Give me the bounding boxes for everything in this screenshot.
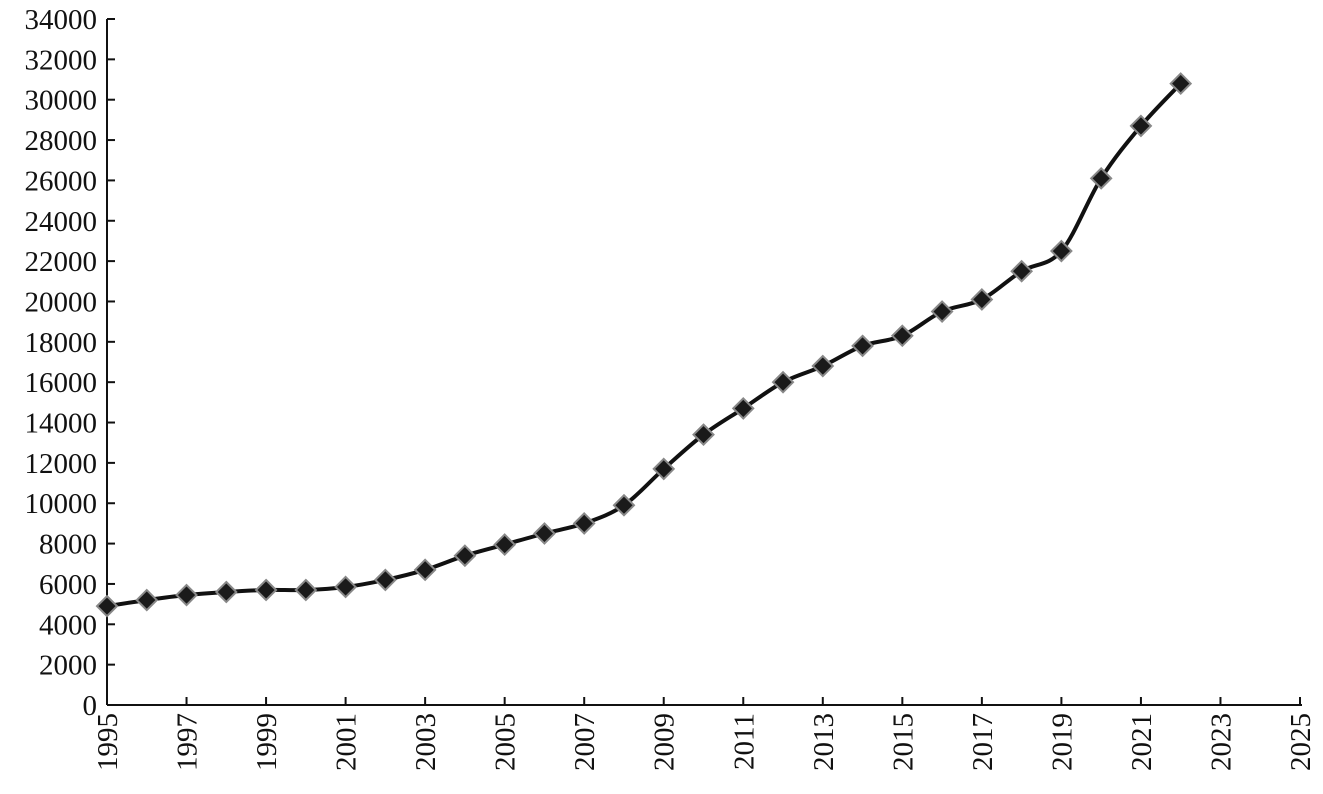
marker — [413, 558, 437, 582]
marker — [1129, 114, 1153, 138]
y-tick-label: 26000 — [25, 165, 98, 197]
marker — [1049, 239, 1073, 263]
x-tick-label: 2005 — [490, 713, 522, 771]
y-tick-label: 34000 — [25, 4, 98, 36]
x-tick-label: 2015 — [887, 713, 919, 771]
x-tick-label: 2021 — [1126, 713, 1158, 771]
marker — [851, 334, 874, 358]
marker — [373, 568, 397, 592]
marker — [731, 396, 755, 420]
marker — [970, 288, 994, 311]
marker — [652, 457, 676, 481]
y-tick-label: 24000 — [25, 206, 98, 238]
marker — [294, 578, 318, 602]
y-tick-label: 4000 — [39, 609, 97, 641]
marker — [1169, 72, 1193, 95]
marker — [254, 578, 278, 602]
x-tick-label: 2001 — [331, 713, 363, 771]
x-tick-label: 2013 — [808, 713, 840, 771]
marker — [692, 423, 715, 447]
y-tick-label: 16000 — [25, 367, 98, 399]
x-tick-label: 1997 — [172, 713, 204, 771]
y-tick-label: 0 — [83, 690, 98, 722]
y-tick-label: 14000 — [25, 408, 98, 440]
line — [106, 82, 1183, 609]
x-tick-label: 2017 — [967, 713, 999, 771]
x-tick-label: 2007 — [569, 713, 601, 771]
marker — [930, 300, 954, 323]
x-tick-label: 2003 — [410, 713, 442, 771]
marker — [493, 533, 517, 557]
marker — [890, 324, 914, 348]
y-tick-label: 8000 — [39, 529, 97, 561]
x-tick-label: 2019 — [1046, 713, 1078, 771]
marker — [771, 370, 795, 394]
marker — [811, 354, 835, 378]
y-tick-label: 2000 — [39, 650, 97, 682]
marker — [453, 544, 477, 568]
y-tick-label: 6000 — [39, 569, 97, 601]
y-tick-label: 12000 — [25, 448, 98, 480]
y-tick-label: 32000 — [25, 44, 98, 76]
y-tick-label: 18000 — [25, 327, 98, 359]
marker — [1089, 166, 1113, 190]
marker — [175, 583, 198, 607]
x-tick-label: 1999 — [251, 713, 283, 771]
marker — [95, 594, 119, 618]
y-tick-label: 22000 — [25, 246, 98, 278]
marker — [135, 588, 159, 612]
x-tick-label: 1995 — [92, 713, 124, 771]
marker — [214, 580, 238, 604]
x-tick-label: 2011 — [728, 713, 760, 770]
y-tick-label: 30000 — [25, 85, 98, 117]
marker — [572, 511, 596, 535]
marker — [1010, 259, 1034, 283]
x-tick-label: 2023 — [1205, 713, 1237, 771]
y-tick-label: 20000 — [25, 286, 98, 318]
x-tick-label: 2009 — [649, 713, 681, 771]
marker — [334, 575, 358, 599]
y-tick-label: 10000 — [25, 488, 98, 520]
y-tick-label: 28000 — [25, 125, 98, 157]
marker — [533, 522, 556, 545]
x-tick-label: 2025 — [1285, 713, 1317, 771]
marker — [612, 493, 636, 517]
